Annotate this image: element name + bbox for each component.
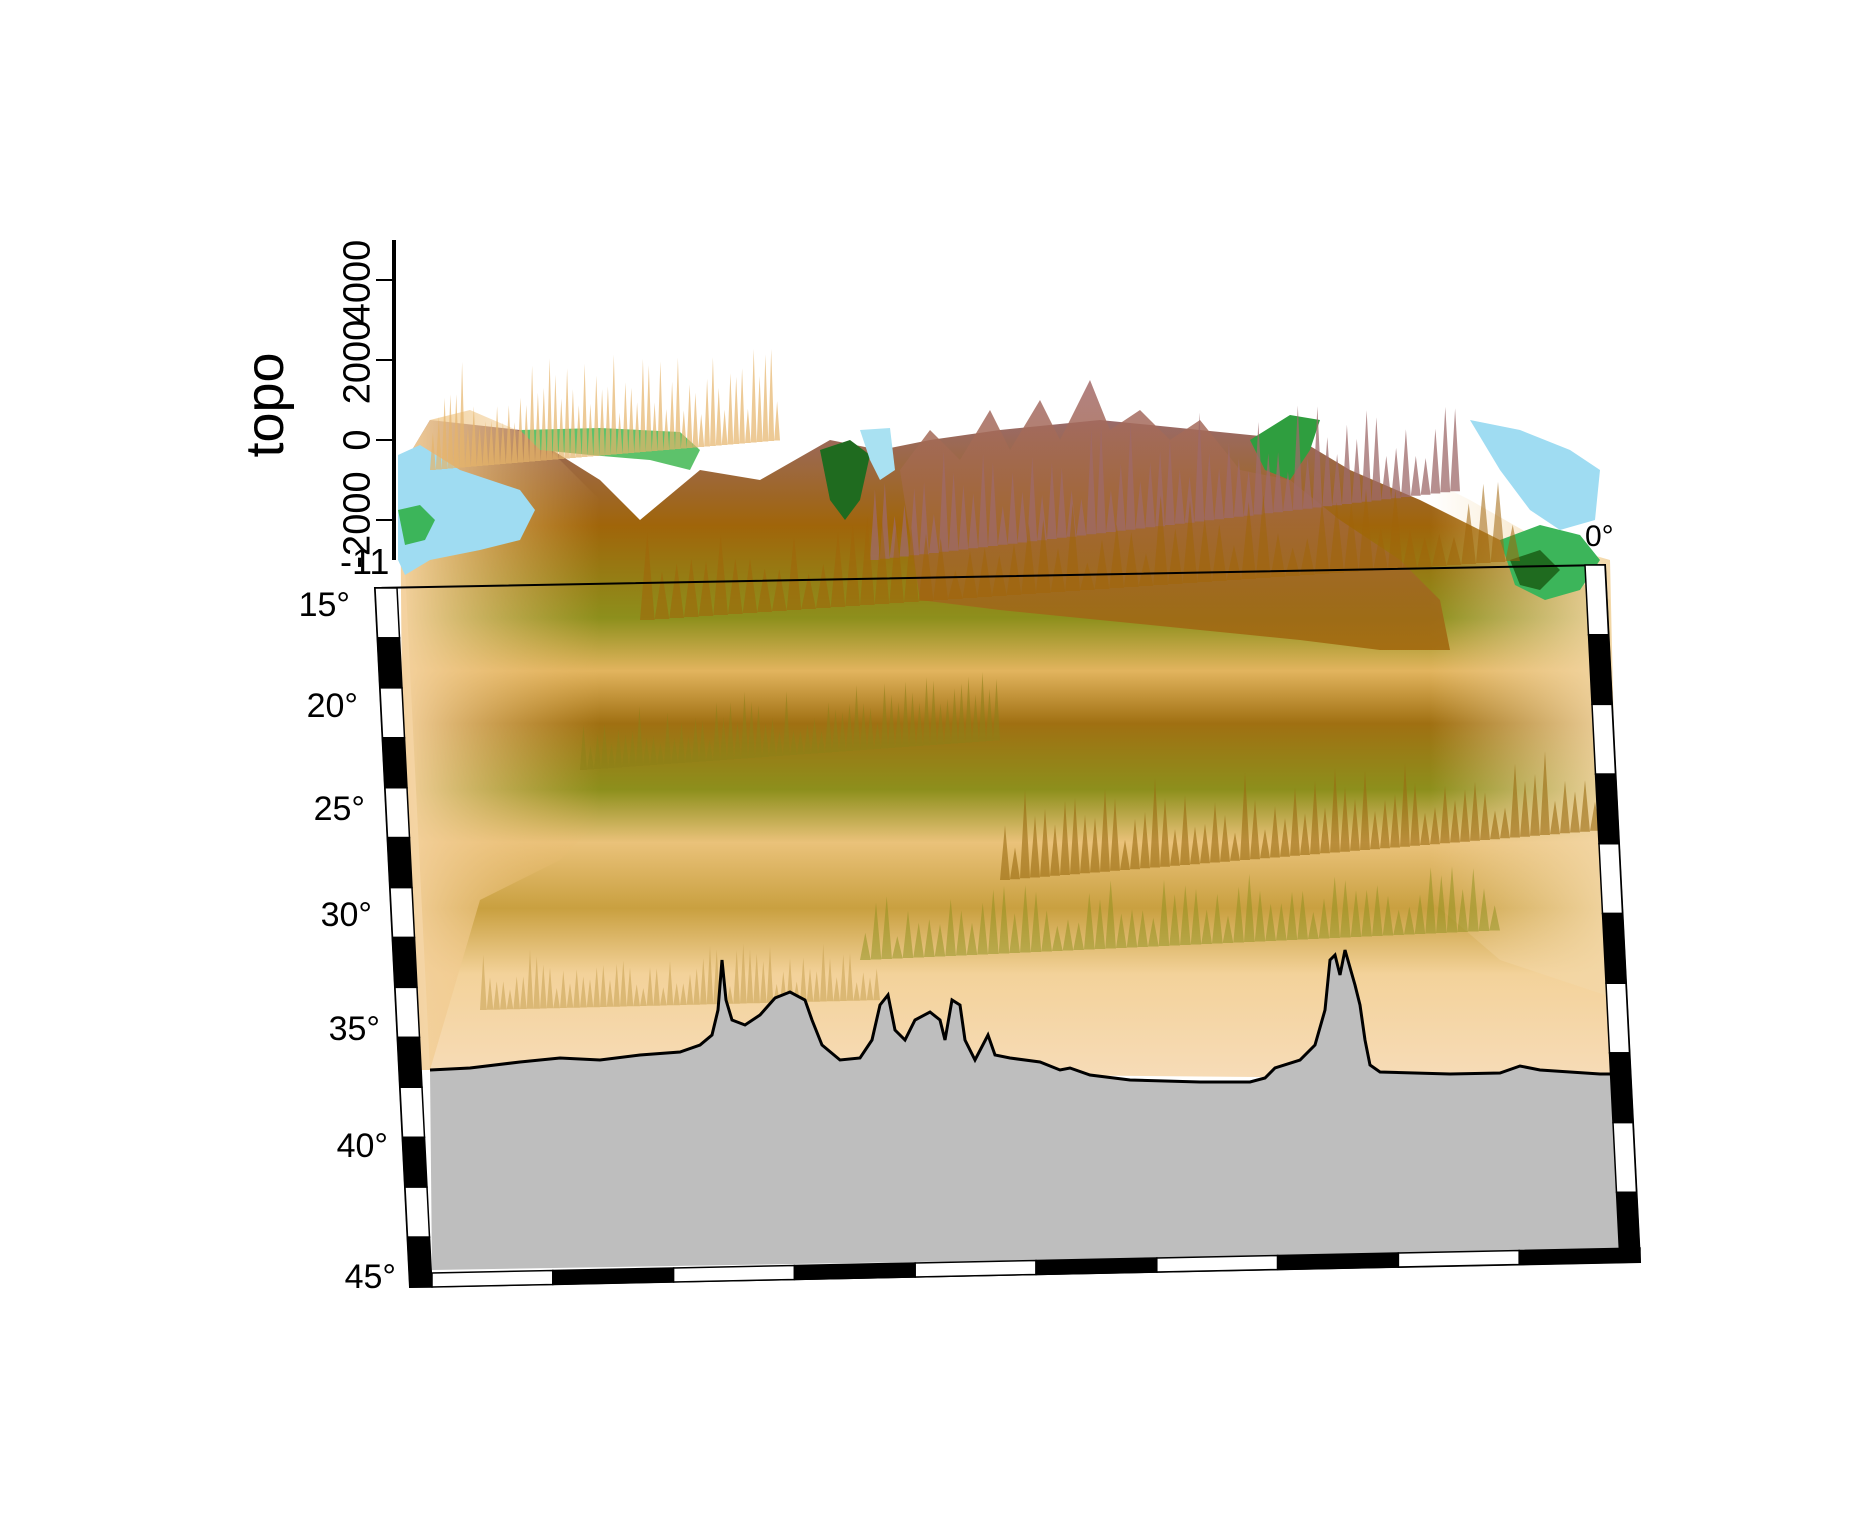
latitude-bar-segment-9 (396, 1036, 423, 1089)
latitude-label-35: 35° (329, 1010, 380, 1048)
profile-fill (430, 950, 1630, 1270)
right-bar-segment-3 (1594, 773, 1620, 845)
vertical-tick-label-4000: 4000 (336, 240, 378, 325)
water-patch-top (860, 428, 895, 480)
latitude-label-20: 20° (307, 687, 358, 725)
latitude-label-30: 30° (321, 896, 372, 934)
longitude-bar-segment-8 (1397, 1249, 1520, 1268)
green-coast-left (398, 505, 435, 545)
latitude-bar-segment-1 (376, 637, 403, 689)
latitude-label-15: 15° (299, 586, 350, 624)
dark-green-left (820, 440, 870, 520)
latitude-scale-bar (374, 587, 433, 1288)
longitude-bar-segment-5 (1035, 1257, 1158, 1276)
corner-label-right: 0° (1585, 520, 1614, 553)
topography-surface (398, 349, 1620, 1080)
longitude-bar-segment-4 (914, 1259, 1037, 1278)
latitude-bar-segment-13 (406, 1236, 433, 1288)
latitude-label-45: 45° (345, 1258, 396, 1296)
right-sand-region (1430, 480, 1620, 1000)
latitude-bar-segment-11 (401, 1136, 428, 1188)
latitude-bar-segment-10 (399, 1086, 426, 1138)
latitude-bar-segment-5 (386, 836, 413, 889)
water-patch-left (398, 445, 535, 575)
latitude-bar-segment-0 (374, 587, 401, 639)
map-frame (373, 563, 1642, 1289)
right-bar-segment-6 (1605, 982, 1631, 1054)
water-patch-right (1470, 420, 1600, 530)
longitude-bar-segment-3 (793, 1262, 916, 1281)
longitude-bar-segment-6 (1156, 1254, 1279, 1273)
left-sand-region (400, 410, 600, 1070)
right-bar-segment-4 (1598, 843, 1624, 915)
latitude-bar-segment-3 (381, 737, 408, 789)
latitude-bar-segment-8 (394, 986, 421, 1039)
latitude-bar-segment-12 (404, 1186, 431, 1238)
right-bar-segment-7 (1608, 1052, 1634, 1124)
profile-section (429, 949, 1630, 1270)
latitude-label-40: 40° (337, 1127, 388, 1165)
dark-green-right (1510, 550, 1560, 590)
longitude-bar-segment-2 (672, 1264, 796, 1283)
vertical-tick-label-minus2000: -2000 (336, 471, 378, 568)
right-bar-segment-8 (1612, 1121, 1638, 1194)
latitude-bar-segment-6 (389, 886, 416, 939)
vertical-axis: -2000 0 2000 4000 topo (235, 240, 396, 569)
longitude-bar-segment-7 (1276, 1252, 1400, 1271)
right-bar-segment-9 (1615, 1191, 1641, 1263)
right-scale-bar (1584, 564, 1641, 1263)
longitude-bar-segment-1 (552, 1267, 675, 1286)
longitude-bar-segment-0 (431, 1269, 554, 1288)
vertical-tick-label-2000: 2000 (336, 320, 378, 405)
latitude-bar-segment-7 (391, 936, 418, 989)
right-bar-segment-2 (1591, 703, 1617, 775)
longitude-scale-bar (431, 1247, 1641, 1288)
right-bar-segment-5 (1601, 912, 1627, 984)
latitude-bar-segment-4 (384, 786, 411, 839)
vertical-axis-title: topo (235, 352, 295, 457)
right-bar-segment-0 (1584, 564, 1610, 636)
latitude-label-25: 25° (314, 790, 365, 828)
vertical-tick-label-0: 0 (336, 429, 378, 450)
latitude-bar-segment-2 (379, 687, 406, 739)
profile-line (429, 949, 1620, 1084)
right-bar-segment-1 (1587, 633, 1613, 706)
latitude-labels: 15° 20° 25° 30° 35° 40° 45° (299, 586, 396, 1296)
corner-label-left: -11 (340, 541, 389, 582)
